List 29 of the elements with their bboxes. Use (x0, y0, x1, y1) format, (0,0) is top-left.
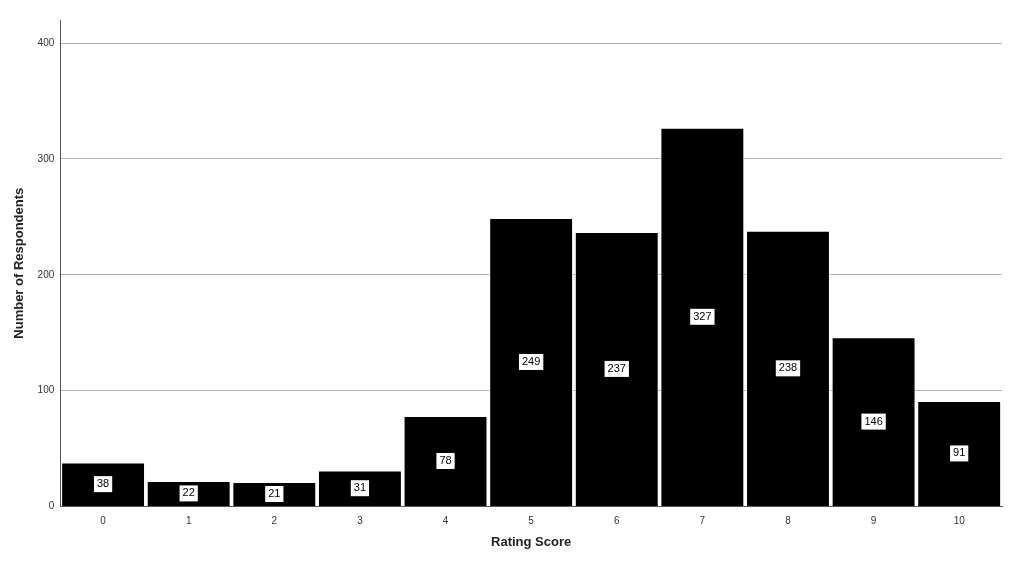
y-tick-label: 200 (37, 268, 55, 280)
data-label: 237 (607, 361, 626, 374)
y-tick-label: 400 (37, 36, 55, 48)
y-axis-title: Number of Respondents (11, 187, 27, 339)
x-tick-label: 4 (442, 515, 449, 527)
data-label: 31 (353, 481, 367, 494)
data-label: 238 (778, 361, 798, 374)
y-tick-label: 300 (37, 152, 55, 164)
data-label: 91 (953, 446, 966, 459)
x-tick-label: 2 (271, 515, 278, 527)
data-label: 249 (521, 355, 541, 367)
x-axis-title: Rating Score (491, 533, 572, 549)
data-label: 327 (693, 309, 712, 322)
x-tick-label: 5 (528, 515, 535, 527)
x-tick-label: 1 (185, 515, 192, 527)
x-tick-label: 6 (613, 515, 620, 527)
data-label: 22 (182, 486, 195, 499)
x-tick-label: 9 (870, 515, 877, 527)
data-label: 21 (268, 487, 281, 500)
data-label: 38 (96, 477, 110, 490)
x-tick-label: 7 (699, 515, 706, 527)
y-tick-label: 0 (48, 500, 55, 512)
x-tick-label: 3 (357, 515, 364, 527)
data-label: 78 (439, 454, 452, 467)
x-tick-label: 8 (785, 515, 792, 527)
x-tick-label: 10 (953, 515, 966, 527)
y-tick-label: 100 (37, 384, 55, 396)
x-tick-label: 0 (100, 515, 107, 527)
data-label: 146 (864, 414, 883, 427)
